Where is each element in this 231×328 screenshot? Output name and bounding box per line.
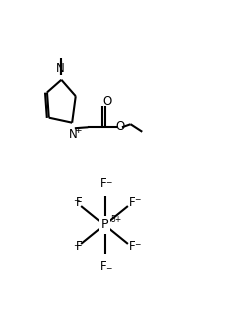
Text: −: −: [133, 240, 140, 249]
Text: N: N: [56, 62, 64, 75]
Text: F: F: [100, 177, 106, 190]
Text: F: F: [128, 196, 135, 209]
Text: O: O: [115, 120, 124, 133]
Text: −: −: [133, 195, 140, 204]
Text: 5+: 5+: [109, 215, 121, 224]
Text: +: +: [74, 126, 82, 135]
Text: N: N: [68, 128, 77, 141]
Text: F: F: [128, 240, 135, 254]
Text: O: O: [102, 95, 111, 109]
Text: F: F: [75, 196, 82, 209]
Text: −: −: [104, 178, 111, 187]
Text: −: −: [73, 241, 79, 250]
Text: −: −: [73, 196, 79, 205]
Text: F: F: [100, 260, 106, 273]
Text: F: F: [75, 240, 82, 254]
Text: −: −: [104, 264, 111, 273]
Text: P: P: [100, 218, 108, 232]
